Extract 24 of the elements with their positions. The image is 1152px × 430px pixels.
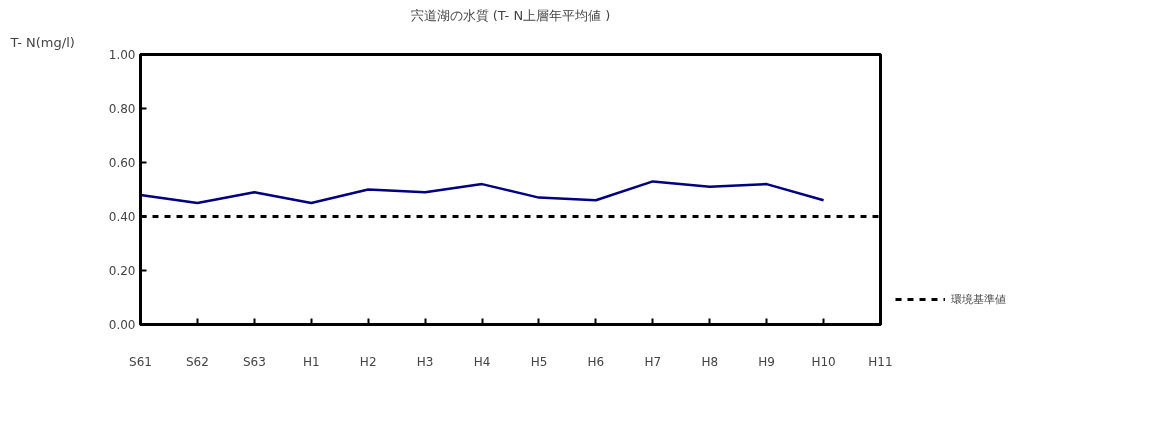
x-tick-label: H1: [302, 354, 320, 369]
x-tick-label: H10: [811, 354, 836, 369]
x-tick-label: H11: [868, 354, 893, 369]
chart-title: 宍道湖の水質 (T- N上層年平均値 ): [410, 7, 611, 23]
x-tick-label: H9: [758, 354, 775, 369]
y-tick-label: 0.20: [108, 264, 136, 278]
x-tick-label: H4: [473, 354, 491, 369]
x-tick-label: H7: [644, 354, 662, 369]
y-tick-label: 0.40: [108, 210, 136, 224]
y-axis-title: T- N(mg/l): [9, 34, 75, 50]
x-tick-label: S62: [185, 354, 209, 369]
x-tick-label: S63: [242, 354, 266, 369]
y-tick-label: 0.00: [108, 318, 136, 332]
legend-label: 環境基準値: [951, 291, 1006, 307]
x-tick-label: S61: [129, 354, 152, 369]
x-tick-label: H3: [416, 354, 434, 369]
x-tick-label: H8: [701, 354, 719, 369]
x-tick-label: H6: [587, 354, 605, 369]
y-tick-label: 0.80: [108, 102, 136, 116]
line-series: [140, 180, 825, 205]
x-tick-label: H2: [359, 354, 377, 369]
x-tick-label: H5: [530, 354, 548, 369]
y-tick-label: 1.00: [108, 48, 136, 62]
y-tick-label: 0.60: [108, 156, 136, 170]
